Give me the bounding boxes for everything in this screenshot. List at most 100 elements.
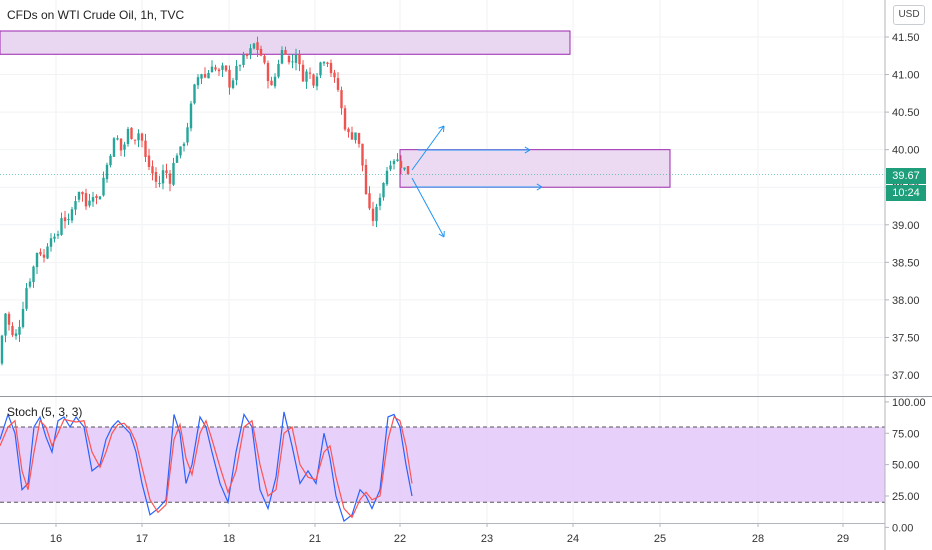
candle-body [11,326,14,336]
candle-body [123,144,126,150]
down-arrow [411,177,445,238]
x-tick-label-29: 29 [837,533,849,545]
candle-body [119,138,123,151]
candle-body [0,335,4,364]
up-arrow-head-1 [438,125,445,129]
candle-body [382,182,385,198]
candle-body [238,65,242,67]
candle-body [392,160,396,165]
candle-body [350,132,354,140]
candle-body [273,76,277,87]
stoch-k-line [0,411,413,523]
y-tick-label-3: 40.00 [892,145,920,157]
candle-body [182,143,186,146]
candle-body [126,128,130,145]
candle-body [21,308,25,328]
candle-body [221,65,224,70]
candle-body [263,56,266,63]
candle-body [133,139,137,141]
candle-body [14,333,18,337]
y-tick-label-1: 41.00 [892,70,920,82]
candle-body [266,63,270,82]
y-tick-label-8: 37.50 [892,332,920,344]
candle-body [315,76,319,87]
arrows [411,125,543,238]
right-arrow-lower-head-0 [536,186,543,191]
candle-body [158,183,161,185]
candle-body [203,74,207,78]
candle-body [56,234,60,236]
x-tick-label-28: 28 [752,533,764,545]
candle-body [98,196,102,200]
candle-body [210,66,214,73]
candle-body [95,196,98,198]
chart-title: CFDs on WTI Crude Oil, 1h, TVC [7,8,185,22]
candle-body [102,177,105,196]
candle-body [112,138,116,157]
candle-body [53,236,56,239]
candle-body [193,84,196,104]
candle-body [116,138,119,140]
candle-body [147,155,151,167]
zones [0,30,671,188]
candle-body [399,160,403,168]
candle-body [375,206,378,222]
candle-body [46,246,49,259]
candle-body [280,49,284,64]
candle-body [168,173,172,184]
x-tick-label-21: 21 [309,533,321,545]
candle-body [74,201,77,210]
candle-body [196,77,200,86]
candle-body [207,72,210,79]
candle-body [256,42,259,50]
candle-body [406,166,410,175]
candle-body [4,313,7,336]
candle-body [319,62,322,76]
candle-body [70,209,74,221]
candle-body [252,43,256,49]
last-price-label: 39.67 [886,168,926,184]
candle-body [259,48,263,56]
candle-body [312,74,315,86]
candle-body [340,90,343,109]
stoch-title: Stoch (5, 3, 3) [7,405,83,419]
candle-body [179,146,182,156]
candle-body [357,132,361,144]
stoch-y-tick-label-4: 0.00 [892,522,913,534]
x-tick-label-25: 25 [654,533,666,545]
candle-body [231,80,235,88]
candle-body [291,61,294,63]
candle-body [91,197,95,202]
x-tick-label-22: 22 [394,533,406,545]
candle-body [347,128,350,133]
candle-body [105,164,109,180]
candle-body [228,69,231,88]
candle-body [389,165,392,170]
candle-body [217,69,221,72]
candle-body [371,208,375,221]
candle-body [67,219,70,221]
candle-body [109,155,112,166]
candle-body [368,193,371,209]
stoch-d-line [0,416,413,519]
candle-body [245,54,249,56]
candle-body [343,108,347,130]
candle-body [42,254,46,258]
y-tick-label-6: 38.50 [892,257,920,269]
up-arrow [411,125,445,171]
candle-body [235,66,238,80]
candle-body [172,162,175,185]
candle-body [161,170,165,184]
candle-body [333,72,336,78]
candle-body [287,55,291,63]
candle-body [25,288,28,309]
y-tick-label-2: 40.50 [892,107,920,119]
candle-body [396,159,399,162]
candle-body [154,172,158,182]
candle-body [186,127,189,143]
candle-body [403,167,406,170]
right-arrow-lower-head-1 [536,183,543,188]
currency-button[interactable]: USD [893,5,925,25]
